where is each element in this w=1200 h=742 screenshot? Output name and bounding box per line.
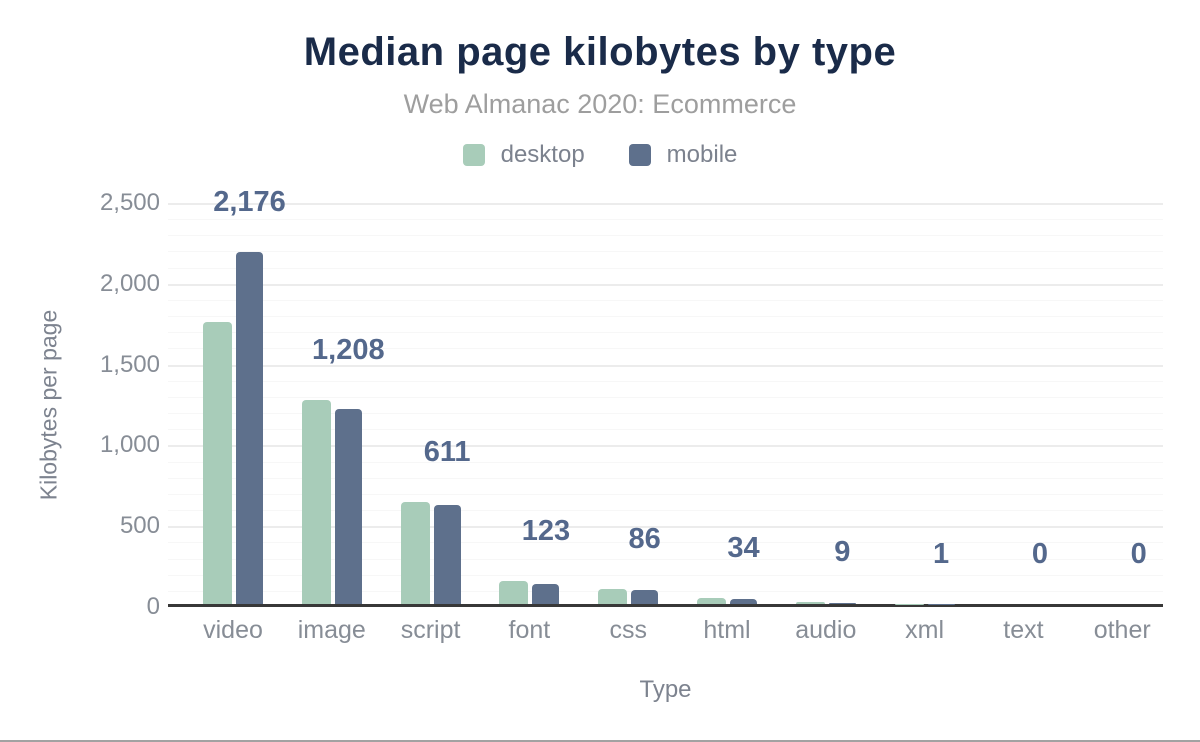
y-tick-label: 1,000 [99,431,160,459]
x-tick-label-text: text [1003,616,1044,644]
y-tick-label: 2,500 [99,189,160,216]
minor-gridline [168,348,1163,350]
minor-gridline [168,477,1163,479]
minor-gridline [168,380,1163,382]
major-gridline [168,283,1163,286]
data-label-image: 1,208 [312,334,385,367]
y-tick-label: 0 [146,593,160,620]
bar-mobile-font[interactable] [532,584,560,604]
minor-gridline [168,542,1163,544]
legend-item-desktop[interactable]: desktop [462,141,585,169]
bar-mobile-script[interactable] [433,505,461,604]
data-label-other: 0 [1130,538,1147,570]
x-tick-label-font: font [508,616,551,644]
data-label-audio: 9 [834,535,851,568]
bar-mobile-html[interactable] [730,598,757,604]
data-label-font: 123 [521,515,571,548]
x-tick-label-audio: audio [795,616,857,644]
legend: desktop mobile [0,141,1200,169]
minor-gridline [168,493,1163,495]
legend-item-mobile[interactable]: mobile [628,141,738,169]
minor-gridline [168,413,1163,415]
minor-gridline [168,219,1163,221]
data-label-video: 2,176 [213,186,286,219]
chart-title: Median page kilobytes by type [303,30,897,74]
x-axis-line [168,604,1163,607]
x-tick-label-xml: xml [905,616,945,644]
bar-desktop-html[interactable] [697,598,726,604]
major-gridline [168,203,1163,205]
bar-desktop-css[interactable] [598,589,628,604]
minor-gridline [168,461,1163,463]
legend-label-mobile: mobile [666,141,738,168]
bar-desktop-audio[interactable] [795,601,825,604]
minor-gridline [168,316,1163,318]
x-tick-label-script: script [400,616,461,644]
bar-mobile-video[interactable] [236,252,263,604]
bar-mobile-css[interactable] [631,590,659,604]
major-gridline [168,526,1163,529]
bar-desktop-font[interactable] [499,581,529,604]
minor-gridline [168,396,1163,398]
minor-gridline [168,574,1163,576]
bar-desktop-video[interactable] [203,322,232,604]
legend-label-desktop: desktop [500,141,585,168]
x-axis-title: Type [639,676,692,703]
mobile-swatch-icon [628,144,651,166]
minor-gridline [168,510,1163,512]
chart-subtitle: Web Almanac 2020: Ecommerce [403,89,797,119]
figure-bottom-divider [0,740,1200,742]
major-gridline [168,445,1163,448]
minor-gridline [168,558,1163,560]
minor-gridline [168,299,1163,301]
minor-gridline [168,251,1163,253]
y-axis-title: Kilobytes per page [35,309,62,501]
minor-gridline [168,332,1163,334]
data-label-html: 34 [727,532,760,565]
bar-desktop-script[interactable] [400,502,430,604]
bar-mobile-image[interactable] [334,408,362,604]
x-tick-label-other: other [1093,616,1151,644]
minor-gridline [168,235,1163,237]
minor-gridline [168,590,1163,592]
x-tick-label-html: html [703,616,751,644]
bar-desktop-image[interactable] [301,400,331,604]
minor-gridline [168,429,1163,431]
bar-mobile-audio[interactable] [828,602,856,604]
data-label-text: 0 [1031,538,1048,570]
x-tick-label-css: css [609,616,647,644]
x-tick-label-image: image [297,616,366,644]
major-gridline [168,364,1163,367]
desktop-swatch-icon [462,144,485,166]
y-tick-label: 2,000 [99,269,160,297]
y-tick-label: 500 [119,512,160,540]
data-label-script: 611 [423,436,471,469]
minor-gridline [168,267,1163,269]
data-label-css: 86 [628,523,661,556]
y-tick-label: 1,500 [99,350,160,378]
data-label-xml: 1 [933,537,950,570]
x-tick-label-video: video [203,616,263,644]
plot-area: 2,176 1,208 611 123 86 34 9 1 0 0 [168,186,1163,607]
